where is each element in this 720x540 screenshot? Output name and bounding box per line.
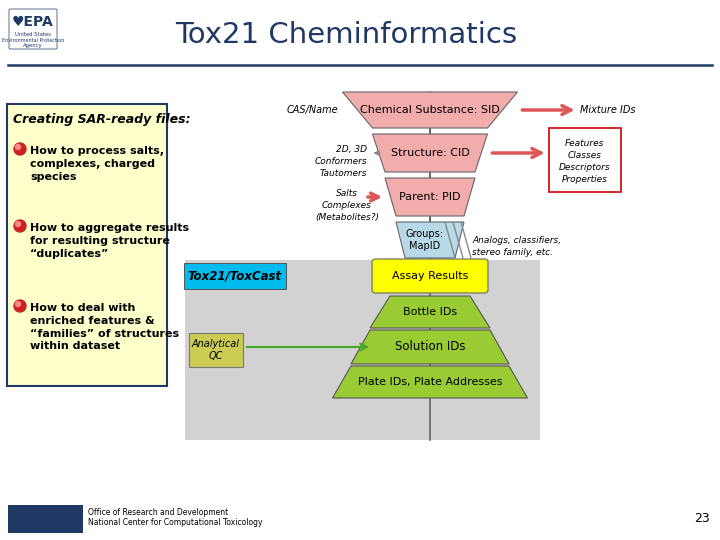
FancyBboxPatch shape bbox=[184, 263, 286, 289]
Text: National Center for Computational Toxicology: National Center for Computational Toxico… bbox=[88, 518, 263, 527]
Text: Chemical Substance: SID: Chemical Substance: SID bbox=[360, 105, 500, 115]
Text: Assay Results: Assay Results bbox=[392, 271, 468, 281]
Polygon shape bbox=[372, 134, 487, 172]
Text: Environmental Protection: Environmental Protection bbox=[2, 37, 64, 43]
Polygon shape bbox=[333, 366, 528, 398]
Text: How to deal with
enriched features &
“families” of structures
within dataset: How to deal with enriched features & “fa… bbox=[30, 303, 179, 352]
Text: Office of Research and Development: Office of Research and Development bbox=[88, 508, 228, 517]
Text: Plate IDs, Plate Addresses: Plate IDs, Plate Addresses bbox=[358, 377, 503, 387]
Text: ♥EPA: ♥EPA bbox=[12, 15, 54, 29]
Text: Agency: Agency bbox=[23, 43, 42, 48]
Polygon shape bbox=[370, 296, 490, 328]
Text: Groups:
MapID: Groups: MapID bbox=[406, 229, 444, 251]
FancyBboxPatch shape bbox=[8, 505, 83, 533]
FancyBboxPatch shape bbox=[189, 333, 243, 367]
Text: 23: 23 bbox=[694, 512, 710, 525]
Text: CAS/Name: CAS/Name bbox=[287, 105, 338, 115]
Polygon shape bbox=[351, 330, 509, 364]
Text: Parent: PID: Parent: PID bbox=[400, 192, 461, 202]
Text: Structure: CID: Structure: CID bbox=[391, 148, 469, 158]
Text: Features
Classes
Descriptors
Properties: Features Classes Descriptors Properties bbox=[559, 139, 611, 185]
Polygon shape bbox=[385, 178, 475, 216]
Text: Analytical
QC: Analytical QC bbox=[192, 339, 240, 361]
Circle shape bbox=[14, 300, 26, 312]
Circle shape bbox=[16, 221, 20, 226]
Circle shape bbox=[16, 145, 20, 150]
FancyBboxPatch shape bbox=[549, 128, 621, 192]
FancyBboxPatch shape bbox=[8, 8, 58, 56]
Text: Creating SAR-ready files:: Creating SAR-ready files: bbox=[13, 113, 191, 126]
Text: Mixture IDs: Mixture IDs bbox=[580, 105, 636, 115]
FancyBboxPatch shape bbox=[7, 104, 167, 386]
Text: How to process salts,
complexes, charged
species: How to process salts, complexes, charged… bbox=[30, 146, 164, 181]
Text: Tox21/ToxCast: Tox21/ToxCast bbox=[188, 269, 282, 282]
Text: Analogs, classifiers,
stereo family, etc.: Analogs, classifiers, stereo family, etc… bbox=[472, 236, 561, 257]
Text: Salts
Complexes
(Metabolites?): Salts Complexes (Metabolites?) bbox=[315, 189, 379, 221]
Polygon shape bbox=[396, 222, 464, 258]
Circle shape bbox=[14, 220, 26, 232]
FancyBboxPatch shape bbox=[9, 9, 57, 49]
FancyBboxPatch shape bbox=[372, 259, 488, 293]
Text: How to aggregate results
for resulting structure
“duplicates”: How to aggregate results for resulting s… bbox=[30, 223, 189, 259]
Text: Solution IDs: Solution IDs bbox=[395, 341, 465, 354]
Text: Bottle IDs: Bottle IDs bbox=[403, 307, 457, 317]
Text: 2D, 3D
Conformers
Tautomers: 2D, 3D Conformers Tautomers bbox=[315, 145, 367, 178]
FancyBboxPatch shape bbox=[185, 260, 540, 440]
Circle shape bbox=[16, 301, 20, 307]
Circle shape bbox=[14, 143, 26, 155]
Text: Tox21 Cheminformatics: Tox21 Cheminformatics bbox=[175, 21, 517, 49]
Text: United States: United States bbox=[15, 32, 51, 37]
Polygon shape bbox=[343, 92, 518, 128]
